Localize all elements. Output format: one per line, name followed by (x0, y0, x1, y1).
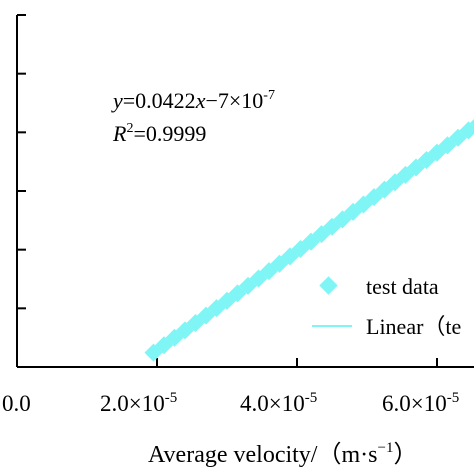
legend-label-linear: Linear（te (366, 314, 461, 339)
fit-equation: y=0.0422x−7×10-7 (111, 88, 275, 113)
data-points (144, 119, 474, 362)
x-axis-title: Average velocity/（m·s−1） (148, 440, 417, 468)
legend-marker-test-data (319, 276, 338, 295)
legend: test data Linear（te (312, 274, 461, 339)
x-tick-label: 2.0×10-5 (100, 390, 177, 416)
r-squared: R2=0.9999 (112, 121, 206, 146)
axes (16, 14, 474, 368)
data-point (459, 121, 474, 140)
x-tick-label: 4.0×10-5 (240, 390, 317, 416)
x-tick-label: 6.0×10-5 (382, 390, 459, 416)
legend-label-test-data: test data (366, 274, 439, 299)
x-tick-labels: 0.0 2.0×10-5 4.0×10-5 6.0×10-5 (2, 390, 459, 416)
x-tick-label: 0.0 (2, 391, 31, 416)
data-point (470, 119, 474, 128)
